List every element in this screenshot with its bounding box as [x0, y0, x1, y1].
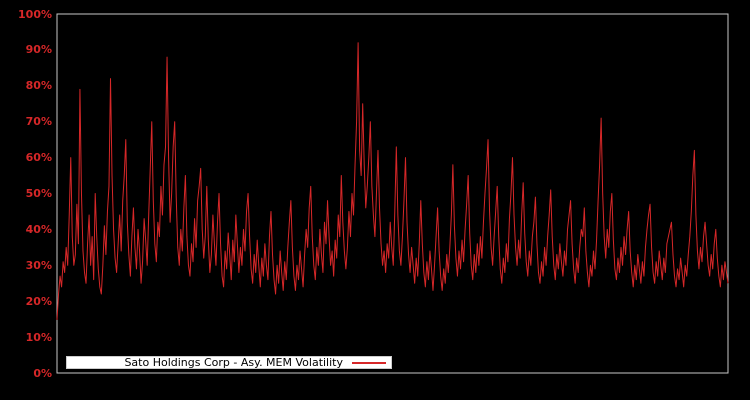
- y-tick-label: 10%: [25, 330, 52, 344]
- y-tick-label: 70%: [25, 115, 52, 129]
- y-tick-label: 60%: [25, 151, 52, 165]
- y-tick-label: 50%: [25, 187, 52, 200]
- y-tick-label: 100%: [18, 7, 52, 21]
- plot-border: [56, 13, 729, 374]
- legend-line-sample-icon: [352, 361, 386, 364]
- y-tick-label: 90%: [25, 43, 52, 57]
- y-tick-label: 20%: [25, 294, 52, 308]
- legend-label: Sato Holdings Corp - Asy. MEM Volatility: [124, 356, 343, 369]
- legend-box: Sato Holdings Corp - Asy. MEM Volatility: [66, 356, 392, 369]
- y-tick-label: 30%: [25, 258, 52, 272]
- y-tick-label: 40%: [25, 222, 52, 236]
- y-tick-label: 80%: [25, 79, 52, 93]
- volatility-line: [56, 42, 729, 320]
- y-tick-label: 0%: [33, 366, 52, 380]
- y-axis: 0% 10% 20% 30% 40% 50% 60% 70% 80% 90% 100%: [0, 0, 52, 400]
